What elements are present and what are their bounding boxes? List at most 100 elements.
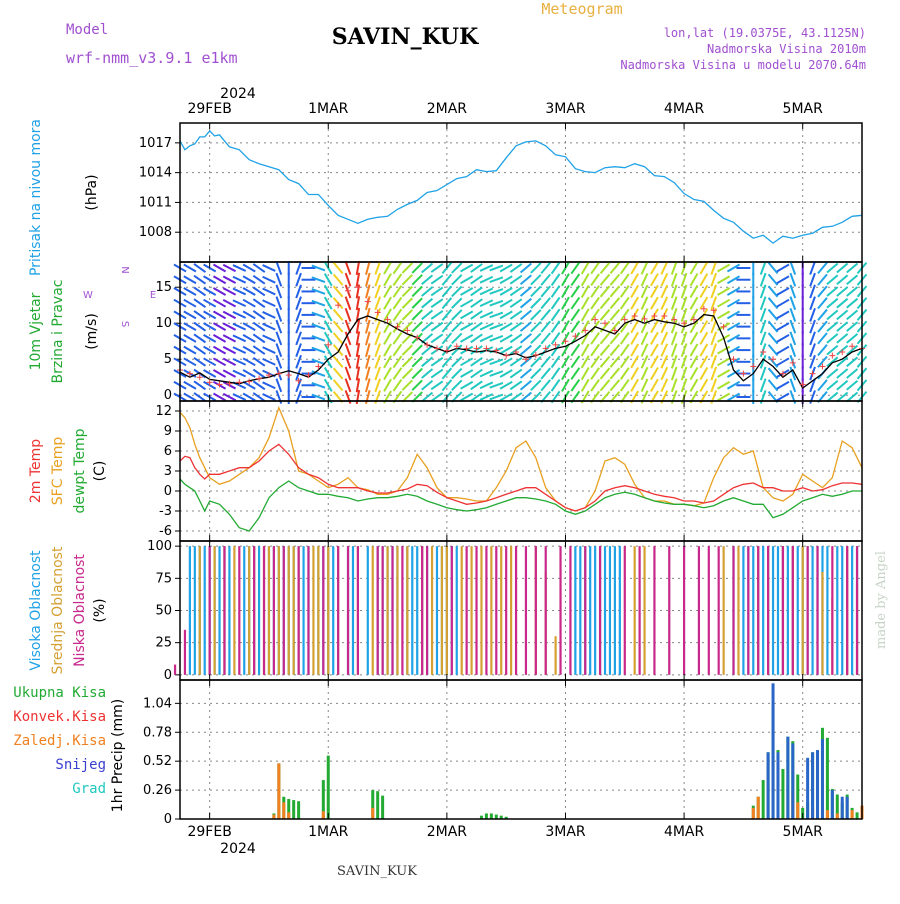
wind-arrow [509, 274, 523, 285]
wind-arrow [344, 296, 352, 311]
wind-arrow [392, 367, 403, 380]
wind-arrow [530, 285, 542, 298]
wind-arrow [540, 332, 551, 345]
wind-arrow [295, 272, 302, 287]
wind-arrow [392, 378, 403, 392]
bar [346, 546, 350, 675]
wind-arrow [540, 273, 551, 286]
wind-arrow [717, 369, 731, 378]
bar [771, 683, 775, 819]
wind-arrow [590, 285, 600, 298]
wind-arrow [726, 380, 741, 390]
bar [238, 546, 241, 675]
wind-arrow [519, 274, 532, 285]
station-title: SAVIN_KUK [332, 24, 479, 50]
wind-arrow [580, 308, 590, 322]
bar [465, 546, 468, 675]
wind-arrow [789, 366, 797, 381]
wind-arrow [570, 343, 581, 357]
wind-arrow [489, 358, 504, 366]
wind-arrow [530, 367, 542, 380]
wind-arrow [561, 296, 570, 310]
wind-arrow [232, 334, 247, 343]
wind-arrow [550, 273, 561, 287]
bar [376, 791, 380, 819]
bar [332, 546, 335, 675]
wind-arrow [776, 310, 790, 320]
wind-arrow [212, 333, 227, 343]
pressure-ylabel: Pritisak na nivou mora (hPa) [28, 119, 100, 276]
wind-arrow [262, 264, 276, 272]
wind-arrow [499, 310, 513, 320]
wind-arrow [530, 332, 542, 345]
wind-arrow [710, 378, 718, 393]
wind-arrow [809, 319, 816, 334]
bar [855, 812, 859, 819]
bar [371, 546, 374, 675]
wind-arrow [767, 297, 779, 310]
wind-arrow [789, 272, 797, 287]
wind-arrow [295, 331, 302, 346]
bottom-day-label: 1MAR [308, 824, 349, 840]
wind-arrow [619, 308, 630, 322]
wind-arrow [809, 331, 816, 346]
wind-arrow [680, 343, 688, 358]
wind-arrow [193, 263, 207, 273]
bar [203, 546, 206, 675]
wind-arrow [374, 319, 382, 334]
wind-arrow [441, 285, 453, 298]
wind-arrow [499, 345, 513, 355]
wind-arrow [275, 272, 283, 287]
wind-arrow [252, 263, 266, 273]
wind-arrow [323, 296, 333, 310]
bar [510, 546, 513, 675]
wind-ylabel-main: 10m Vjetar [28, 292, 44, 370]
wind-arrow [519, 321, 532, 332]
wind-arrow [699, 331, 709, 345]
wind-arrow [355, 343, 361, 358]
wind-arrow [365, 343, 371, 358]
y-tick-label: 75 [155, 571, 172, 586]
wind-arrow [401, 285, 413, 298]
bar [287, 798, 291, 819]
wind-arrow [421, 262, 434, 274]
wind-arrow [421, 344, 434, 356]
model-elevation-text: Nadmorska Visina u modelu 2070.64m [620, 58, 866, 72]
wind-arrow [383, 296, 392, 310]
wind-arrow [411, 344, 423, 356]
y-tick-label: 12 [155, 404, 172, 419]
wind-arrow [242, 345, 256, 355]
y-tick-label: 25 [155, 636, 172, 651]
wind-arrow [332, 367, 344, 380]
wind-arrow [499, 322, 513, 332]
wind-arrow [519, 262, 532, 274]
bar [821, 571, 824, 675]
wind-arrow [222, 322, 237, 331]
wind-arrow [332, 320, 344, 333]
wind-arrow [726, 333, 741, 343]
wind-arrow [242, 275, 256, 285]
wind-arrow [295, 296, 302, 311]
wind-arrow [262, 346, 276, 354]
bar [820, 738, 824, 819]
y-tick-label: 100 [147, 539, 172, 554]
bottom-day-label: 4MAR [664, 824, 705, 840]
bar [287, 812, 291, 819]
wind-arrow [809, 307, 816, 322]
wind-arrow [275, 284, 283, 299]
wind-arrow [451, 332, 463, 345]
wind-arrow [670, 366, 678, 381]
wind-arrow [311, 276, 326, 284]
bar [752, 546, 755, 675]
temperature-ylabel: 2m Temp SFC Temp dewpt Temp (C) [28, 428, 108, 513]
wind-arrow [776, 263, 790, 273]
wind-arrow [323, 284, 333, 299]
bar [450, 546, 453, 675]
wind-arrow [441, 273, 453, 286]
wind-arrow [580, 378, 590, 392]
wind-arrow [479, 275, 494, 284]
wind-arrow [421, 380, 434, 391]
wind-arrow [275, 378, 283, 393]
wind-arrow [650, 331, 659, 345]
wind-arrow [826, 356, 839, 368]
